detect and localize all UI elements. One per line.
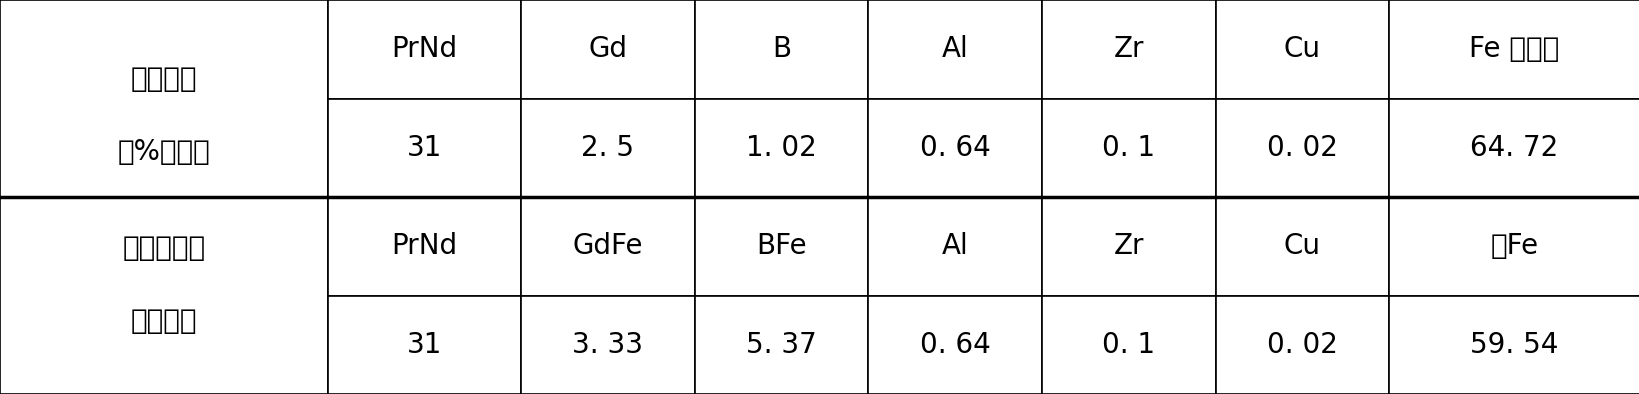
Bar <box>867 98 1041 197</box>
Bar <box>1214 98 1388 197</box>
Bar <box>1041 197 1214 296</box>
Bar <box>695 296 867 394</box>
Text: 0. 02: 0. 02 <box>1267 331 1337 359</box>
Bar <box>867 0 1041 98</box>
Bar <box>0 197 328 394</box>
Text: 统Fe: 统Fe <box>1490 232 1537 260</box>
Text: 0. 1: 0. 1 <box>1101 134 1154 162</box>
Bar <box>695 98 867 197</box>
Bar <box>521 0 695 98</box>
Text: 0. 02: 0. 02 <box>1267 134 1337 162</box>
Bar <box>328 197 521 296</box>
Bar <box>867 296 1041 394</box>
Text: Zr: Zr <box>1113 232 1144 260</box>
Bar <box>1041 98 1214 197</box>
Bar <box>1388 296 1639 394</box>
Text: 1. 02: 1. 02 <box>746 134 816 162</box>
Text: PrNd: PrNd <box>392 35 457 63</box>
Bar <box>695 0 867 98</box>
Bar <box>1041 0 1214 98</box>
Bar <box>521 197 695 296</box>
Bar <box>521 98 695 197</box>
Text: （%重量）: （%重量） <box>118 138 210 166</box>
Text: Al: Al <box>941 35 969 63</box>
Text: 5. 37: 5. 37 <box>746 331 816 359</box>
Text: B: B <box>772 35 790 63</box>
Text: 64. 72: 64. 72 <box>1470 134 1557 162</box>
Bar <box>1388 0 1639 98</box>
Text: 0. 1: 0. 1 <box>1101 331 1154 359</box>
Bar <box>1214 296 1388 394</box>
Text: 3. 33: 3. 33 <box>572 331 642 359</box>
Text: PrNd: PrNd <box>392 232 457 260</box>
Bar <box>328 296 521 394</box>
Text: （公斤）: （公斤） <box>131 307 197 335</box>
Text: BFe: BFe <box>756 232 806 260</box>
Bar <box>1041 296 1214 394</box>
Text: Al: Al <box>941 232 969 260</box>
Text: 31: 31 <box>406 134 443 162</box>
Text: 2. 5: 2. 5 <box>580 134 634 162</box>
Text: 0. 64: 0. 64 <box>919 331 990 359</box>
Text: Cu: Cu <box>1283 35 1319 63</box>
Text: Gd: Gd <box>588 35 626 63</box>
Text: Fe 及杂质: Fe 及杂质 <box>1469 35 1559 63</box>
Text: Cu: Cu <box>1283 232 1319 260</box>
Bar <box>328 0 521 98</box>
Bar <box>328 98 521 197</box>
Bar <box>521 296 695 394</box>
Bar <box>1214 0 1388 98</box>
Text: GdFe: GdFe <box>572 232 642 260</box>
Text: 59. 54: 59. 54 <box>1470 331 1557 359</box>
Text: 成分配比: 成分配比 <box>131 65 197 93</box>
Bar <box>695 197 867 296</box>
Bar <box>1388 98 1639 197</box>
Text: 所需原材料: 所需原材料 <box>123 234 205 262</box>
Bar <box>0 0 328 197</box>
Text: 0. 64: 0. 64 <box>919 134 990 162</box>
Text: 31: 31 <box>406 331 443 359</box>
Text: Zr: Zr <box>1113 35 1144 63</box>
Bar <box>1214 197 1388 296</box>
Bar <box>867 197 1041 296</box>
Bar <box>1388 197 1639 296</box>
